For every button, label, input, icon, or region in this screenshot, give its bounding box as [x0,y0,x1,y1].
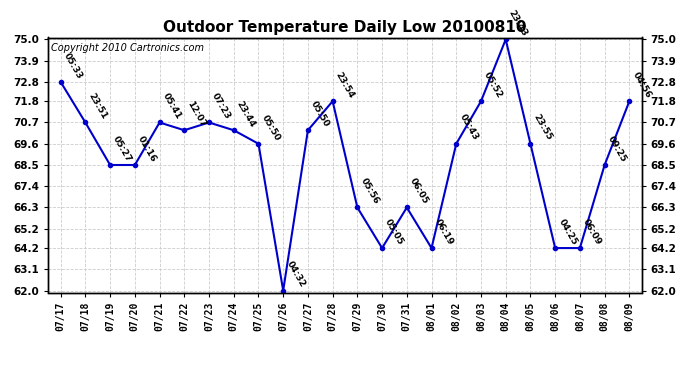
Text: 05:50: 05:50 [259,113,282,142]
Text: Copyright 2010 Cartronics.com: Copyright 2010 Cartronics.com [51,43,204,52]
Title: Outdoor Temperature Daily Low 20100810: Outdoor Temperature Daily Low 20100810 [164,20,526,35]
Text: 04:25: 04:25 [556,217,578,246]
Text: 05:27: 05:27 [111,134,133,164]
Text: 04:32: 04:32 [284,260,306,289]
Text: 05:50: 05:50 [309,100,331,129]
Text: 05:43: 05:43 [457,113,480,142]
Text: 23:43: 23:43 [507,9,529,38]
Text: 12:07: 12:07 [186,99,208,129]
Text: 05:41: 05:41 [161,92,183,121]
Text: 05:56: 05:56 [359,177,381,206]
Text: 23:54: 23:54 [334,70,356,100]
Text: 23:55: 23:55 [532,113,554,142]
Text: 05:05: 05:05 [384,217,405,246]
Text: 05:52: 05:52 [482,70,504,100]
Text: 06:09: 06:09 [581,217,603,246]
Text: 09:25: 09:25 [606,134,628,164]
Text: 05:33: 05:33 [62,51,84,80]
Text: 23:44: 23:44 [235,99,257,129]
Text: 06:05: 06:05 [408,177,430,206]
Text: 04:56: 04:56 [631,70,653,100]
Text: 07:23: 07:23 [210,92,233,121]
Text: 06:19: 06:19 [433,217,455,246]
Text: 23:51: 23:51 [87,92,109,121]
Text: 01:16: 01:16 [136,134,158,164]
